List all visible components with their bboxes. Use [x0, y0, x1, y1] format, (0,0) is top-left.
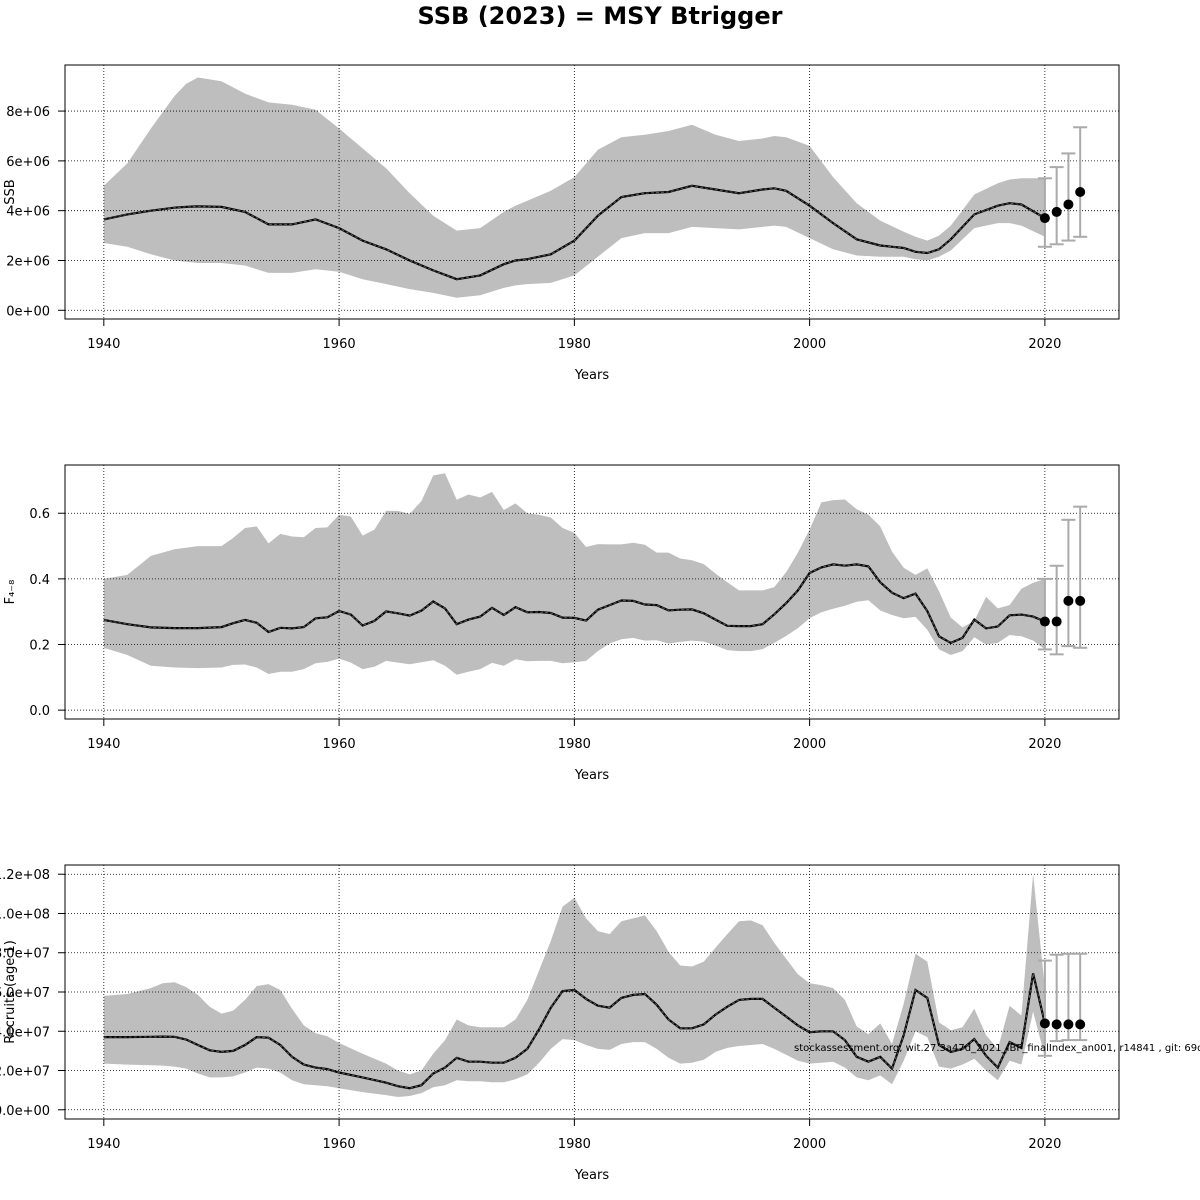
y-axis-title: SSB — [3, 179, 18, 204]
forecast-point — [1063, 1019, 1074, 1030]
forecast-errorbar — [1037, 577, 1052, 651]
x-tick-label: 1960 — [323, 737, 356, 752]
y-tick-label: 8e+06 — [6, 105, 50, 120]
estimate-line-dash — [103, 185, 1046, 280]
y-tick-label: 0e+00 — [6, 304, 50, 319]
y-tick-label: 1.2e+08 — [0, 868, 50, 883]
y-tick-label: 0.6 — [29, 507, 50, 522]
x-tick-label: 1960 — [323, 1137, 356, 1152]
y-tick-label: 0.0e+00 — [0, 1104, 50, 1119]
panel-2: 1940 1960 1980 2000 2020 0.0 0.2 0.4 0.6 Years F₄₋… — [3, 464, 1120, 783]
x-tick-label: 2000 — [793, 737, 826, 752]
forecast-point — [1051, 206, 1062, 217]
y-tick-label: 0.0 — [29, 704, 50, 719]
forecast-point — [1051, 616, 1062, 627]
x-axis-title: Years — [574, 1168, 610, 1183]
panel-1: 1940 1960 1980 2000 2020 0e+00 2e+06 4e+06 6e+06… — [3, 64, 1120, 383]
forecast-point — [1039, 616, 1050, 627]
source-annotation: stockassessment.org, wit.27.3a47d_2021_I… — [794, 1043, 1200, 1054]
forecast-point — [1039, 213, 1050, 224]
forecast-point — [1051, 1019, 1062, 1030]
forecast-point — [1075, 595, 1086, 606]
x-tick-label: 1980 — [558, 737, 591, 752]
forecast-errorbar — [1061, 518, 1076, 648]
forecast-errorbar — [1049, 166, 1064, 246]
x-tick-label: 2020 — [1028, 337, 1061, 352]
panel-3: 1940 1960 1980 2000 2020 0.0e+00 2.0e+07 4.0e+0… — [0, 864, 1120, 1183]
forecast-errorbar — [1037, 177, 1052, 248]
estimate-line-dash — [103, 563, 1046, 644]
forecast-errorbar — [1037, 959, 1052, 1057]
x-axis-title: Years — [574, 368, 610, 383]
y-tick-label: 0.4 — [29, 573, 50, 588]
y-tick-label: 0.2 — [29, 639, 50, 654]
forecast-point — [1063, 595, 1074, 606]
forecast-point — [1075, 1019, 1086, 1030]
forecast-errorbar — [1049, 564, 1064, 656]
x-tick-label: 2000 — [793, 337, 826, 352]
forecast-point — [1063, 199, 1074, 210]
plot-area — [65, 865, 1119, 1119]
plot-area — [65, 465, 1119, 719]
x-tick-label: 1960 — [323, 337, 356, 352]
forecast-errorbar — [1073, 126, 1088, 238]
x-tick-label: 1940 — [87, 737, 120, 752]
y-tick-label: 6.0e+07 — [0, 986, 50, 1001]
y-tick-label: 8.0e+07 — [0, 947, 50, 962]
forecast-errorbar — [1073, 505, 1088, 649]
x-tick-label: 2020 — [1028, 1137, 1061, 1152]
forecast-errorbar — [1061, 152, 1076, 242]
x-tick-label: 1940 — [87, 337, 120, 352]
y-tick-label: 4e+06 — [6, 205, 50, 220]
y-tick-label: 6e+06 — [6, 155, 50, 170]
y-axis-title: F₄₋₈ — [3, 580, 18, 605]
y-tick-label: 1.0e+08 — [0, 907, 50, 922]
y-tick-label: 4.0e+07 — [0, 1025, 50, 1040]
page-title: SSB (2023) = MSY Btrigger — [417, 2, 783, 30]
y-tick-label: 2e+06 — [6, 254, 50, 269]
forecast-point — [1039, 1018, 1050, 1029]
plot-area — [65, 65, 1119, 319]
x-axis-title: Years — [574, 768, 610, 783]
forecast-point — [1075, 187, 1086, 197]
plot-frame — [64, 464, 1120, 720]
x-tick-label: 2020 — [1028, 737, 1061, 752]
plot-frame — [64, 64, 1120, 320]
x-tick-label: 2000 — [793, 1137, 826, 1152]
y-axis-title: Recruits (age 1) — [3, 940, 18, 1044]
y-tick-label: 2.0e+07 — [0, 1065, 50, 1080]
estimate-line-dash — [103, 973, 1046, 1089]
x-tick-label: 1980 — [558, 1137, 591, 1152]
x-tick-label: 1980 — [558, 337, 591, 352]
x-tick-label: 1940 — [87, 1137, 120, 1152]
